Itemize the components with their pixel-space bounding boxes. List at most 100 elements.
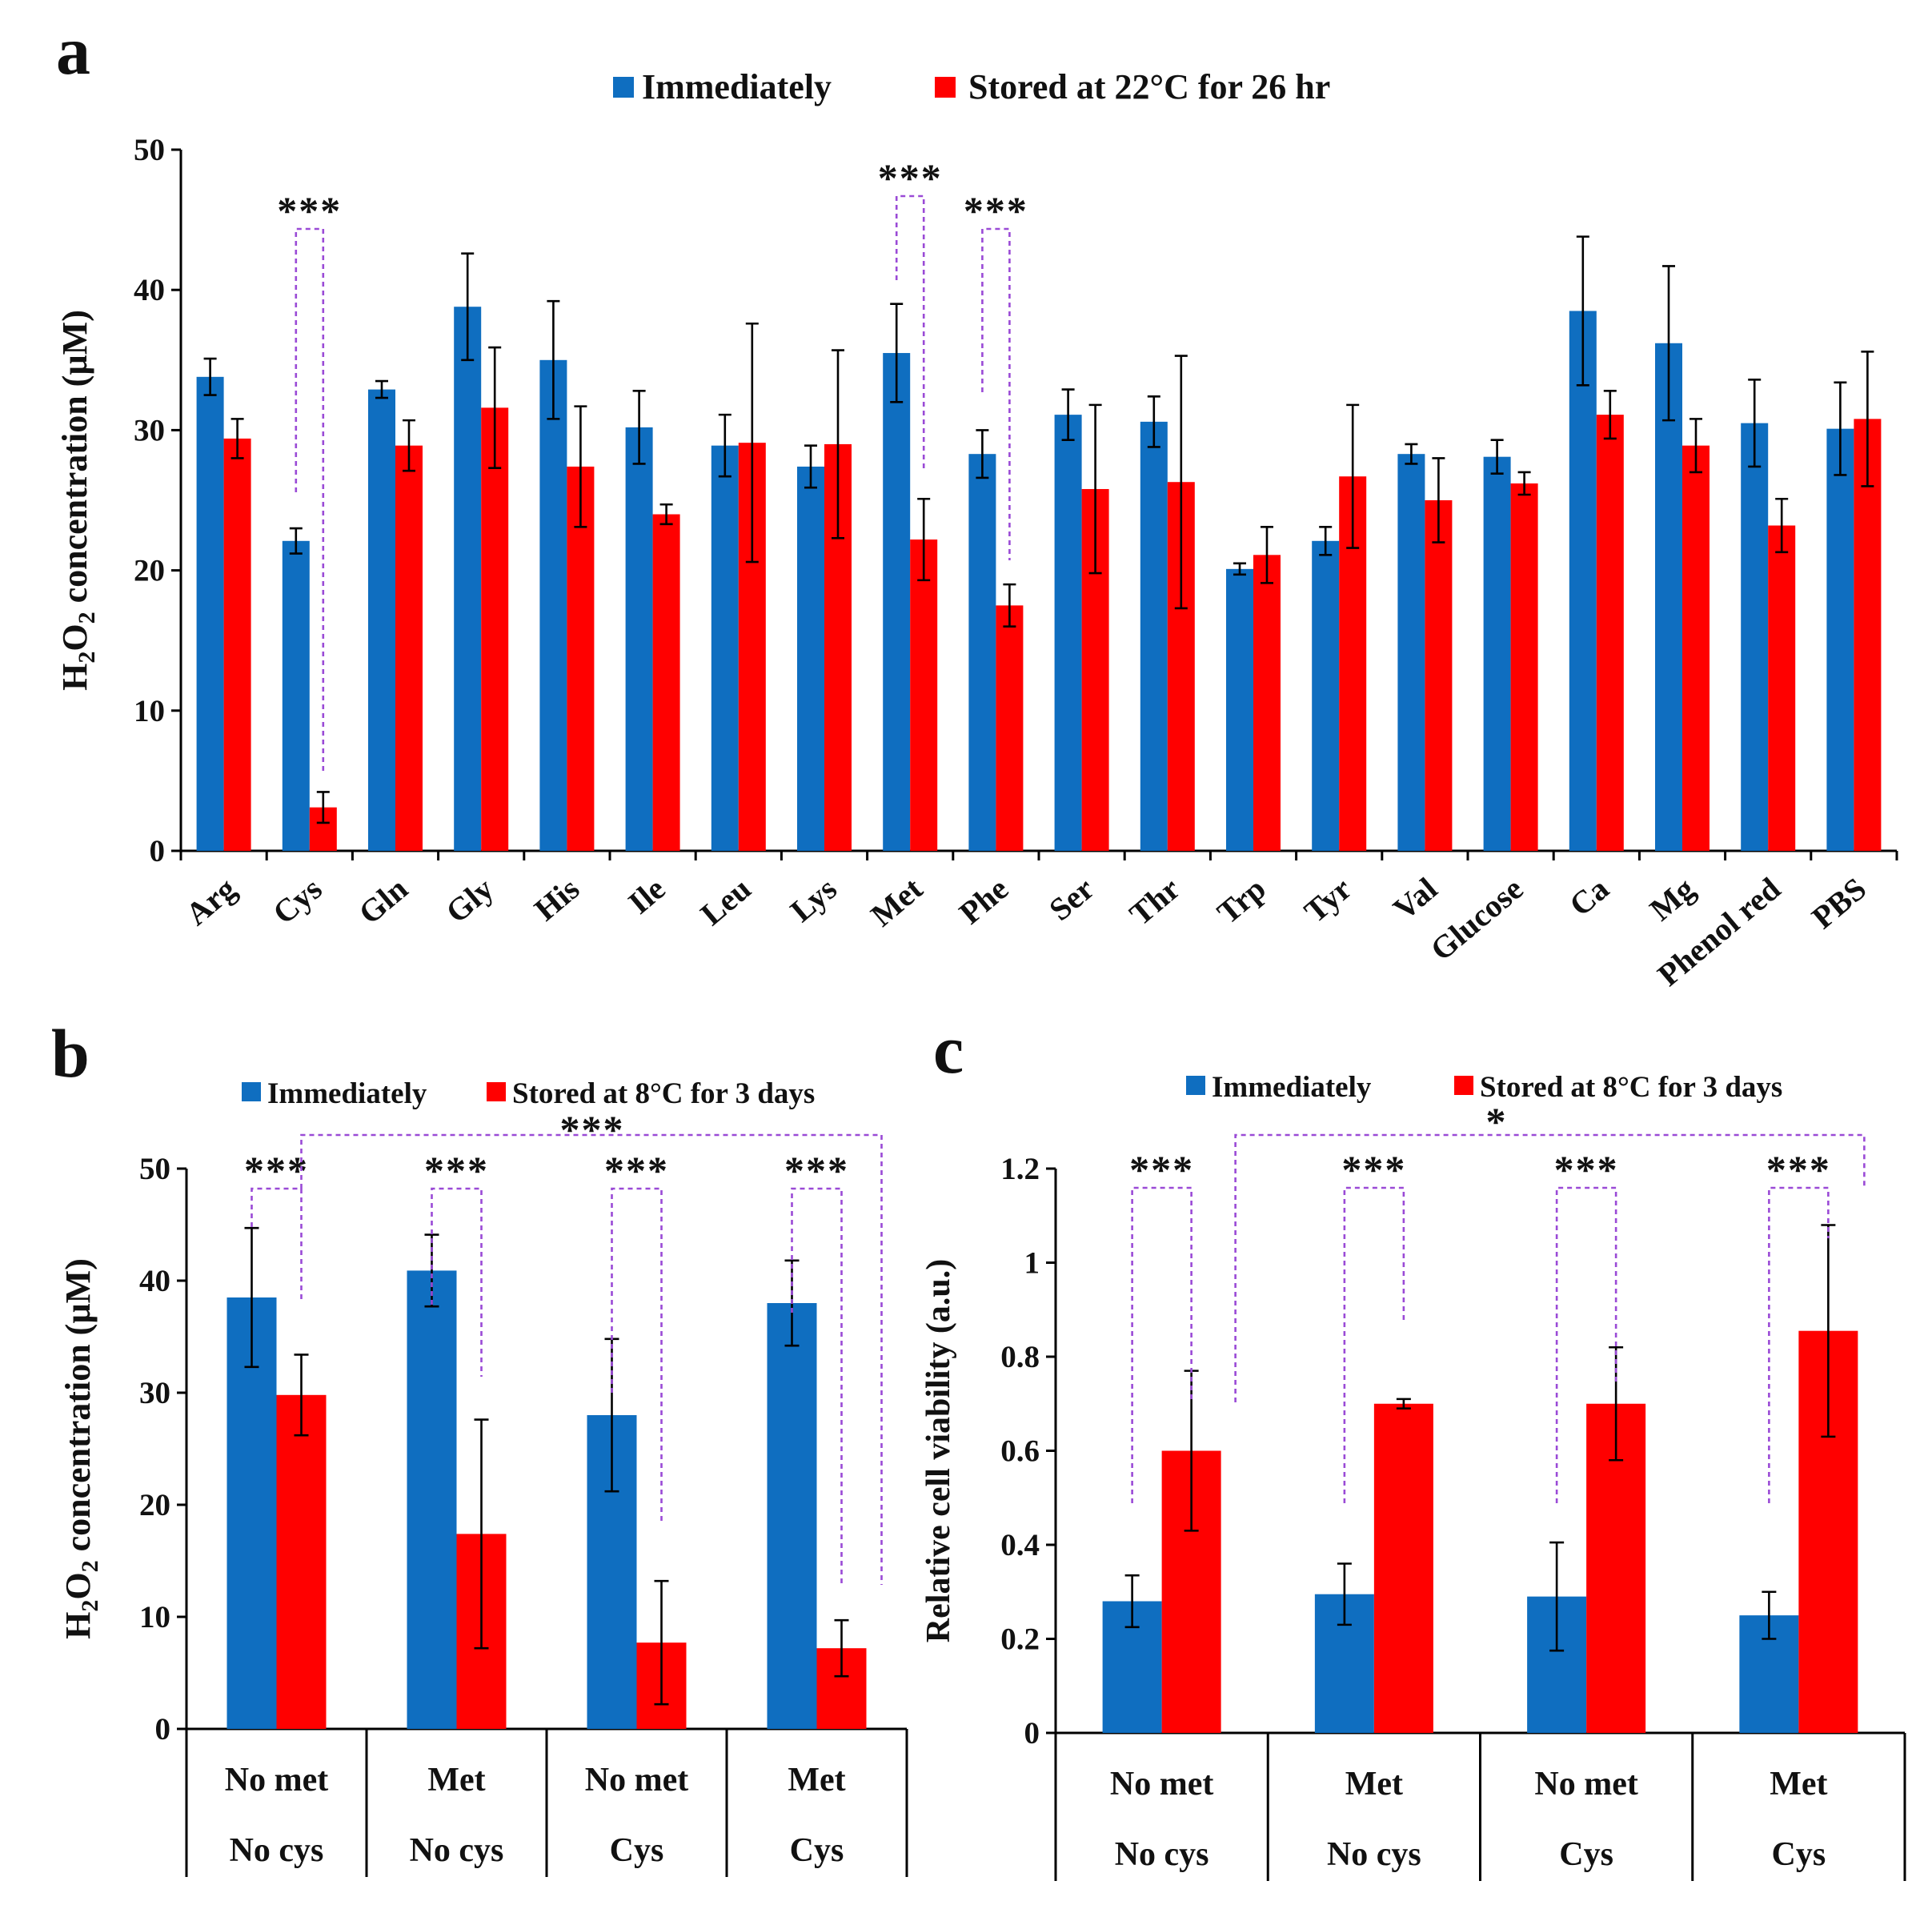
error-bar [1346,403,1360,549]
significance-label-overall: * [1486,1099,1508,1144]
bar-stored-phe [996,605,1024,851]
error-bar [1775,497,1789,554]
bar-immediately-pbs [1826,428,1854,851]
error-bar [1689,418,1702,474]
category-label-top: No met [585,1762,688,1799]
panel-c-chart: c Immediately Stored at 8°C for 3 days 0 0.2… [920,1011,1906,1881]
y-tick-label: 10 [134,694,165,728]
error-bar [976,429,989,479]
y-tick-label: 50 [139,1152,170,1186]
category-label-bottom: No cys [230,1832,324,1869]
error-bar [1861,350,1874,487]
error-bar [1396,1398,1411,1410]
category-label-bottom: No cys [410,1832,504,1869]
bar-stored-ca [1596,415,1624,851]
bar-immediately-1 [226,1297,277,1729]
category-label-top: No met [225,1762,328,1799]
bar-stored-ile [652,514,680,851]
significance-bracket [1768,1186,1830,1503]
legend-label-immediately: Immediately [1212,1071,1372,1104]
bar-immediately-tyr [1312,540,1340,851]
bar-stored-arg [223,438,251,851]
significance-bracket [791,1187,843,1585]
error-bar [1124,1574,1140,1629]
panel-letter-c: c [933,1011,964,1088]
error-bar [1147,395,1160,448]
legend-swatch-stored [935,77,956,98]
bar-stored-val [1425,500,1453,851]
error-bar [632,390,646,465]
significance-bracket [1343,1186,1405,1503]
error-bar [1261,525,1273,584]
bar-stored-met [910,539,938,851]
error-bar [654,1579,669,1706]
bar-immediately-trp [1226,568,1253,851]
y-tick-label: 40 [139,1264,170,1298]
y-tick-label: 0 [155,1712,171,1747]
panel-b-chart: b Immediately Stored at 8°C for 3 days 0 10 2… [51,1015,908,1877]
significance-label: *** [878,155,943,200]
error-bar [1337,1562,1352,1626]
error-bar [1609,1346,1624,1462]
bar-immediately-his [539,359,567,851]
significance-bracket [981,227,1011,560]
legend-swatch-stored [487,1082,506,1101]
bar-immediately-phenol-red [1741,423,1769,851]
significance-bracket [1131,1186,1192,1503]
category-label-bottom: Cys [610,1832,664,1869]
significance-bracket [431,1187,483,1377]
error-bar [1088,403,1102,575]
error-bar [1762,1590,1777,1640]
error-bar [1821,1224,1836,1438]
bar-stored-trp [1253,555,1281,851]
y-tick-label: 0.8 [1000,1340,1040,1374]
significance-bracket [611,1187,663,1521]
legend-label-stored: Stored at 22°C for 26 hr [968,67,1330,106]
legend-swatch-stored [1454,1076,1473,1095]
category-label-top: Met [1770,1766,1827,1803]
category-label-top: Met [1345,1766,1403,1803]
error-bar [230,418,244,459]
significance-bracket [295,227,325,775]
y-axis-label: H2O2 concentration (µM) [55,310,100,691]
significance-label: *** [1341,1147,1406,1192]
category-label-top: No met [1110,1766,1213,1803]
error-bar [403,419,415,472]
legend-label-stored: Stored at 8°C for 3 days [512,1077,815,1110]
category-label-top: Met [427,1762,485,1799]
error-bar [890,303,904,403]
y-tick-label: 30 [139,1376,170,1410]
error-bar [804,444,817,489]
bar-immediately-phe [968,454,996,851]
significance-bracket-overall [1234,1133,1866,1402]
significance-label: *** [1129,1147,1194,1192]
category-label-bottom: Cys [790,1832,844,1869]
bar-immediately-thr [1140,421,1168,851]
error-bar [718,413,732,478]
panel-letter-a: a [56,12,90,89]
error-bar [547,299,560,420]
significance-bracket [895,195,925,472]
bar-immediately-gln [368,389,395,851]
error-bar [574,405,587,528]
significance-label: *** [277,188,342,233]
category-label-bottom: Cys [1772,1836,1826,1873]
error-bar [1576,235,1589,387]
error-bar [294,1354,309,1437]
bar-stored-gly [481,407,509,851]
y-tick-label: 40 [134,273,165,307]
legend-label-immediately: Immediately [642,67,832,106]
bar-immediately-mg [1655,343,1682,851]
error-bar [488,346,502,470]
significance-label: *** [1766,1147,1831,1192]
y-tick-label: 0.6 [1000,1434,1040,1469]
legend-swatch-immediately [242,1082,261,1101]
error-bar [1662,265,1675,422]
error-bar [1549,1541,1565,1652]
error-bar [1490,439,1504,475]
error-bar [474,1418,489,1650]
significance-label: *** [964,188,1028,233]
significance-label: *** [244,1148,309,1193]
y-tick-label: 0 [150,834,166,868]
legend-swatch-immediately [613,77,634,98]
